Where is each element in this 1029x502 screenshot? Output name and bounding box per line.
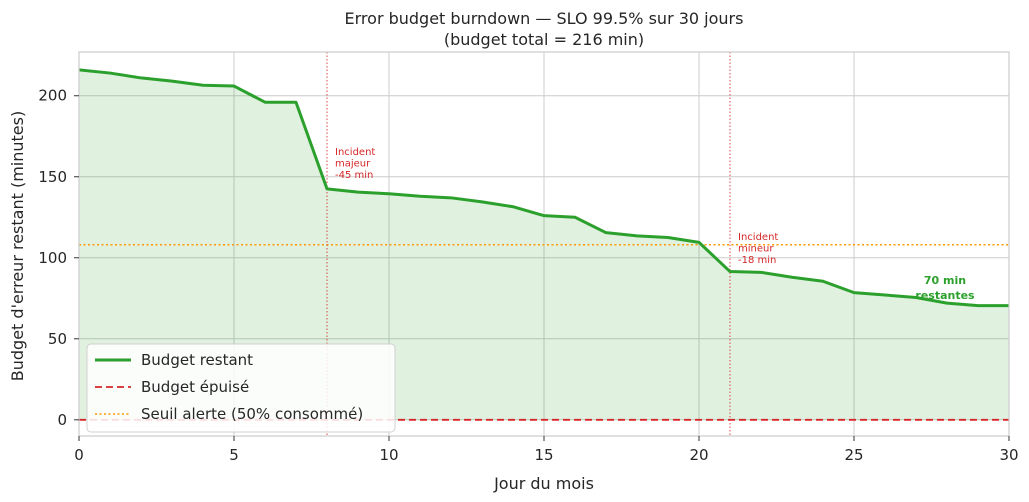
legend-label: Budget restant bbox=[141, 351, 253, 369]
legend-label: Seuil alerte (50% consommé) bbox=[141, 405, 363, 423]
ticks: 0 5 10 15 20 25 30 0 50 100 150 200 bbox=[38, 87, 1018, 464]
y-tick-label: 200 bbox=[38, 87, 67, 105]
remaining-annotation-line: 70 min bbox=[924, 274, 966, 287]
incident-annotation-line: -18 min bbox=[738, 255, 776, 266]
chart-subtitle: (budget total = 216 min) bbox=[444, 30, 644, 49]
remaining-annotation: 70 min restantes bbox=[915, 274, 975, 302]
y-axis-label: Budget d'erreur restant (minutes) bbox=[8, 111, 27, 381]
y-tick-label: 50 bbox=[48, 330, 67, 348]
x-tick-label: 25 bbox=[844, 446, 863, 464]
legend-box bbox=[86, 343, 396, 433]
x-tick-label: 5 bbox=[229, 446, 239, 464]
incident-annotation: Incident mineur -18 min bbox=[738, 232, 778, 266]
x-tick-label: 15 bbox=[534, 446, 553, 464]
x-tick-label: 20 bbox=[689, 446, 708, 464]
x-tick-label: 30 bbox=[999, 446, 1018, 464]
incident-annotation: Incident majeur -45 min bbox=[335, 147, 375, 181]
legend-label: Budget épuisé bbox=[141, 378, 249, 396]
remaining-annotation-line: restantes bbox=[915, 289, 975, 302]
x-tick-label: 10 bbox=[379, 446, 398, 464]
incident-annotation-line: mineur bbox=[738, 244, 774, 255]
chart-title: Error budget burndown — SLO 99.5% sur 30… bbox=[345, 9, 744, 28]
budget-remaining-line bbox=[78, 68, 1009, 308]
y-tick-label: 100 bbox=[38, 249, 67, 267]
incident-annotation-line: Incident bbox=[335, 147, 375, 158]
x-tick-label: 0 bbox=[74, 446, 84, 464]
x-axis-label: Jour du mois bbox=[493, 474, 594, 493]
incident-annotation-line: Incident bbox=[738, 232, 778, 243]
legend: Budget restant Budget épuisé Seuil alerte … bbox=[86, 343, 396, 433]
incident-annotation-line: majeur bbox=[335, 159, 371, 170]
incident-annotation-line: -45 min bbox=[335, 170, 373, 181]
y-tick-label: 150 bbox=[38, 168, 67, 186]
y-tick-label: 0 bbox=[57, 411, 67, 429]
series-layer bbox=[78, 68, 1009, 308]
